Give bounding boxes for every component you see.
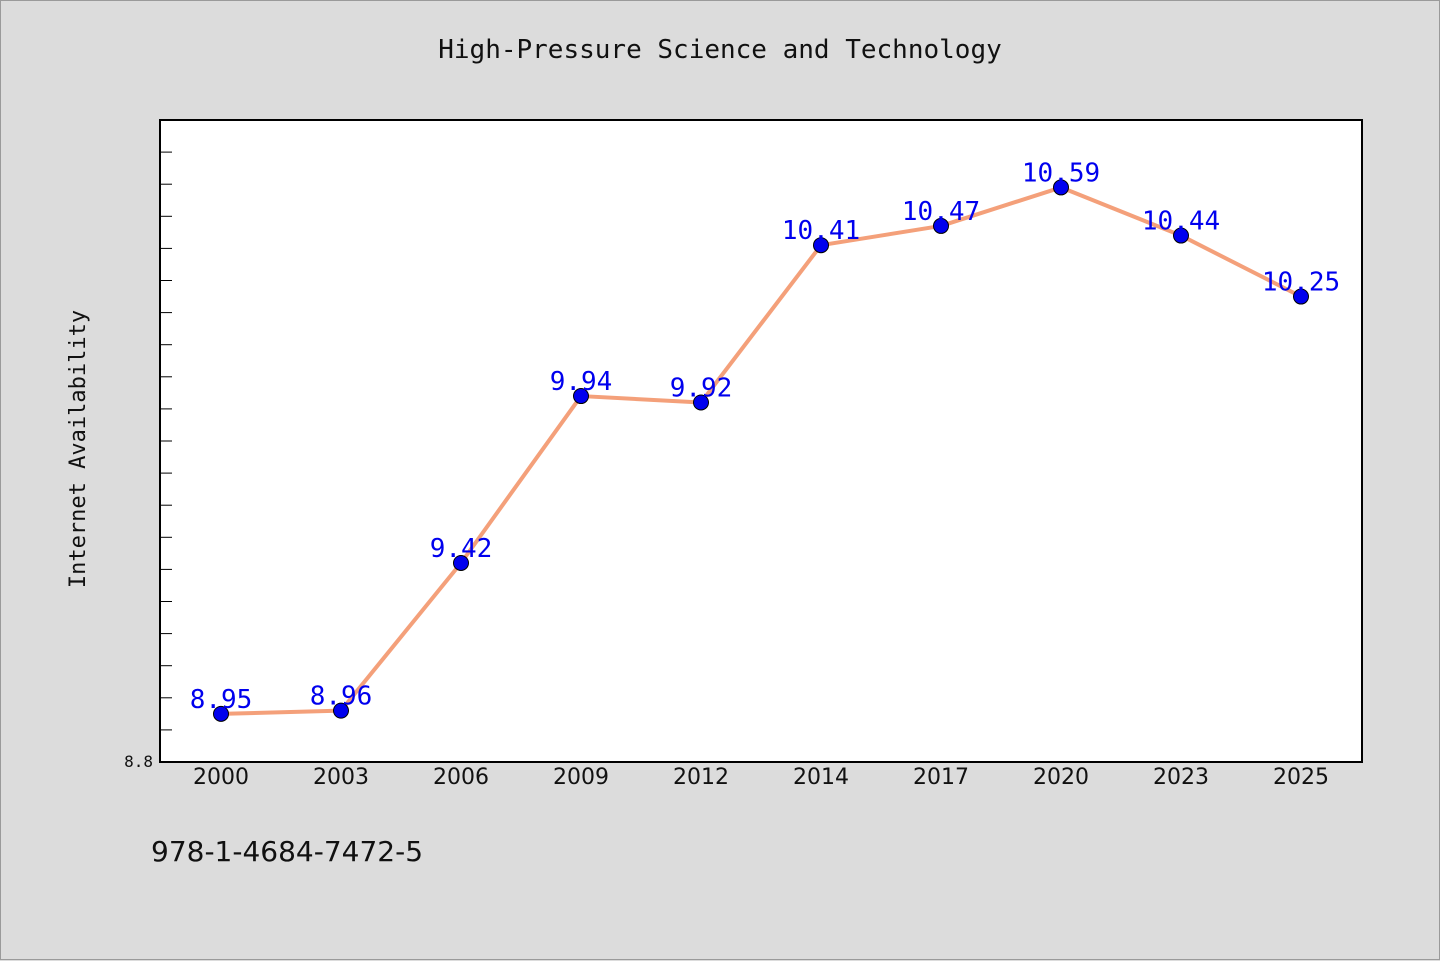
data-label: 10.44 xyxy=(1142,207,1220,237)
data-labels-group: 8.95 8.96 9.42 9.94 9.92 10.41 10.47 10.59 10.44… xyxy=(190,158,1340,714)
x-axis-labels: 2000 2003 2006 2009 2012 2014 2017 2020 2023 2025 xyxy=(193,765,1329,790)
footer-code: 978-1-4684-7472-5 xyxy=(151,835,424,868)
data-label: 9.42 xyxy=(430,534,493,564)
data-point xyxy=(213,705,229,722)
data-point xyxy=(933,217,949,234)
data-point xyxy=(1053,179,1069,196)
data-label: 10.41 xyxy=(782,216,860,246)
y-axis-title: Internet Availability xyxy=(66,310,91,588)
x-tick-label: 2003 xyxy=(313,765,369,790)
data-point xyxy=(453,554,469,571)
data-label: 10.47 xyxy=(902,197,980,227)
data-point xyxy=(813,237,829,254)
series-line-group xyxy=(219,185,1303,716)
data-label: 10.59 xyxy=(1022,158,1100,188)
x-tick-label: 2025 xyxy=(1273,765,1329,790)
data-point xyxy=(1293,288,1309,305)
data-label: 8.95 xyxy=(190,685,253,715)
series-line xyxy=(219,185,1303,716)
x-tick-label: 2014 xyxy=(793,765,849,790)
data-label: 9.92 xyxy=(670,373,733,403)
x-tick-label: 2012 xyxy=(673,765,729,790)
data-point xyxy=(333,702,349,719)
x-tick-label: 2000 xyxy=(193,765,249,790)
y-tick-label: 8.8 xyxy=(124,752,153,771)
x-tick-label: 2017 xyxy=(913,765,969,790)
x-tick-label: 2009 xyxy=(553,765,609,790)
series-points-group xyxy=(213,179,1309,722)
y-axis-ticks xyxy=(160,151,172,731)
data-point xyxy=(573,388,589,405)
x-tick-label: 2023 xyxy=(1153,765,1209,790)
data-point xyxy=(693,394,709,411)
data-label: 10.25 xyxy=(1262,268,1340,298)
data-label: 8.96 xyxy=(310,682,373,712)
x-tick-label: 2020 xyxy=(1033,765,1089,790)
x-tick-label: 2006 xyxy=(433,765,489,790)
chart-title: High-Pressure Science and Technology xyxy=(438,35,1002,65)
data-point xyxy=(1173,227,1189,244)
data-label: 9.94 xyxy=(550,367,613,397)
